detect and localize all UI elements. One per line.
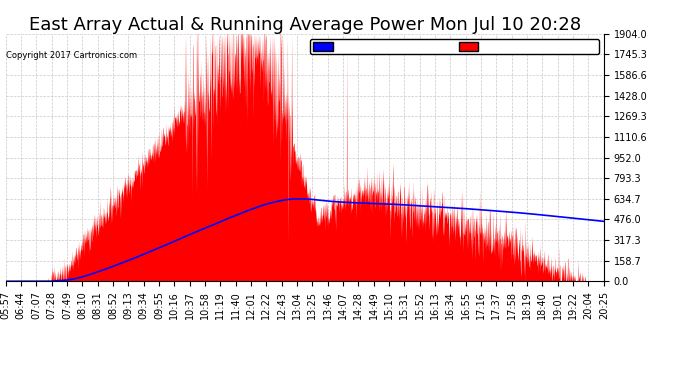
Text: Copyright 2017 Cartronics.com: Copyright 2017 Cartronics.com	[6, 51, 137, 60]
Legend: Average  (DC Watts), East Array  (DC Watts): Average (DC Watts), East Array (DC Watts…	[310, 39, 599, 54]
Title: East Array Actual & Running Average Power Mon Jul 10 20:28: East Array Actual & Running Average Powe…	[28, 16, 581, 34]
